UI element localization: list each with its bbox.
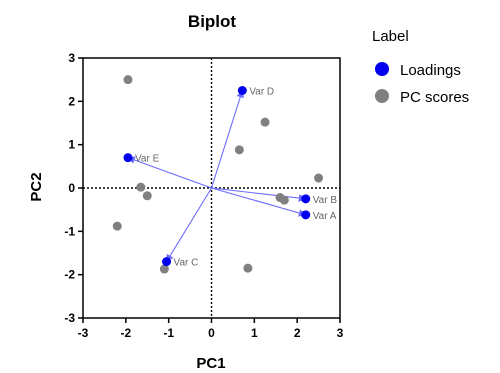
- y-tick-label: 3: [68, 51, 75, 65]
- loading-point: [301, 210, 311, 220]
- x-tick-label: 1: [251, 326, 258, 340]
- y-tick-label: 2: [68, 94, 75, 108]
- pc-score-point: [136, 182, 146, 192]
- pc-score-point: [123, 75, 133, 85]
- loading-vector: [127, 156, 212, 189]
- y-tick-label: -3: [64, 311, 75, 325]
- loading-vector: [211, 187, 307, 217]
- pc-score-point: [234, 145, 244, 155]
- loading-label: Var C: [174, 258, 199, 269]
- x-tick-label: -3: [78, 326, 89, 340]
- loading-label: Var D: [249, 87, 274, 98]
- legend-label-loadings: Loadings: [400, 62, 461, 79]
- loading-point: [162, 257, 172, 267]
- x-tick-label: 2: [294, 326, 301, 340]
- loading-label: Var A: [313, 211, 337, 222]
- loading-point: [237, 86, 247, 95]
- loading-vector: [166, 187, 212, 263]
- pc-score-point: [243, 263, 253, 273]
- legend-label-pc-scores: PC scores: [400, 89, 469, 106]
- y-tick-label: 1: [68, 138, 75, 152]
- loading-vector: [210, 89, 244, 189]
- loading-vector: [211, 187, 307, 202]
- pc-score-point: [314, 173, 324, 183]
- x-tick-label: -2: [120, 326, 131, 340]
- pc-score-point: [159, 264, 169, 274]
- y-axis-title: PC2: [28, 172, 45, 201]
- legend-marker-pc-scores: [375, 89, 389, 103]
- x-tick-label: 0: [208, 326, 215, 340]
- x-tick-label: 3: [337, 326, 344, 340]
- chart-title: Biplot: [188, 12, 236, 31]
- loading-point: [301, 194, 311, 204]
- legend: Label Loadings PC scores: [372, 28, 469, 106]
- y-tick-label: -2: [64, 268, 75, 282]
- pc-score-point: [279, 195, 289, 205]
- legend-title: Label: [372, 28, 409, 45]
- loading-label: Var E: [135, 154, 160, 165]
- x-tick-label: -1: [163, 326, 174, 340]
- loading-point: [123, 153, 133, 163]
- legend-marker-loadings: [375, 62, 389, 76]
- y-tick-label: 0: [68, 181, 75, 195]
- pc-score-point: [142, 191, 152, 201]
- plot-area: -3 -2 -1 0 1 2 3 -3 -2 -1 0 1 2 3 Var D Var E Var B Var A…: [64, 51, 343, 340]
- y-tick-label: -1: [64, 224, 75, 238]
- x-axis-title: PC1: [196, 355, 225, 372]
- pc-score-point: [260, 117, 270, 127]
- loading-label: Var B: [313, 195, 338, 206]
- pc-score-point: [112, 221, 122, 231]
